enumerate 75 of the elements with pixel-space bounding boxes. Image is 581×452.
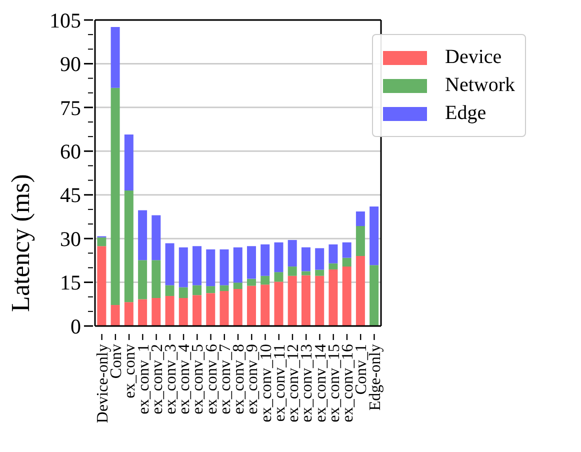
y-tick-label: 30 xyxy=(60,226,81,251)
bar xyxy=(328,269,338,326)
bar xyxy=(124,302,134,326)
bar xyxy=(260,284,270,326)
bar xyxy=(370,265,379,326)
bar xyxy=(178,298,188,326)
legend-label: Edge xyxy=(445,102,486,125)
bar xyxy=(206,249,216,286)
bar xyxy=(138,210,148,260)
bar xyxy=(124,134,134,190)
bar xyxy=(274,272,284,282)
bar xyxy=(315,270,324,276)
bar xyxy=(220,249,229,286)
bar xyxy=(192,285,202,296)
bar xyxy=(342,266,352,326)
bar xyxy=(165,243,174,286)
bar xyxy=(152,298,161,326)
bar xyxy=(288,276,297,326)
bar xyxy=(233,288,242,326)
bar xyxy=(328,263,338,270)
bar xyxy=(192,295,202,326)
bar xyxy=(246,278,256,286)
x-tick-label: Edge-only xyxy=(366,344,384,411)
bar xyxy=(220,291,229,326)
y-tick-label: 15 xyxy=(60,270,81,295)
bar xyxy=(246,286,256,326)
bar xyxy=(97,237,106,246)
bar xyxy=(178,287,188,298)
bar xyxy=(138,299,148,326)
bar xyxy=(97,246,106,326)
bar xyxy=(233,247,242,283)
bar xyxy=(152,260,161,298)
bar xyxy=(288,266,297,276)
bar xyxy=(192,246,202,286)
bar xyxy=(328,244,338,264)
bar xyxy=(370,206,379,266)
y-tick-label: 90 xyxy=(60,52,81,76)
bar xyxy=(178,247,188,288)
bar xyxy=(124,190,134,302)
x-tick-label: ex_conv_16 xyxy=(340,344,357,422)
y-tick-label: 60 xyxy=(60,139,81,164)
bar xyxy=(206,286,216,294)
bar xyxy=(138,260,148,300)
bar xyxy=(315,248,324,270)
bar xyxy=(260,276,270,285)
bar xyxy=(315,276,324,326)
legend-label: Device xyxy=(445,46,502,69)
bar xyxy=(260,244,270,276)
bar xyxy=(301,275,310,326)
bar xyxy=(165,285,174,296)
bar xyxy=(220,285,229,292)
bar xyxy=(110,88,120,306)
bar xyxy=(356,256,365,326)
y-tick-label: 75 xyxy=(60,96,81,120)
bar xyxy=(356,226,365,256)
bar xyxy=(288,240,297,267)
bar xyxy=(342,258,352,267)
bar xyxy=(152,215,161,260)
bar xyxy=(233,282,242,289)
bar xyxy=(356,211,365,226)
bar xyxy=(110,26,120,88)
bar xyxy=(301,247,310,272)
bar xyxy=(301,271,310,276)
y-tick-label: 45 xyxy=(60,183,81,208)
bar xyxy=(246,246,256,279)
bar xyxy=(274,242,284,272)
y-tick-label: 105 xyxy=(50,8,81,32)
bar xyxy=(342,242,352,258)
bar xyxy=(206,293,216,326)
bar xyxy=(274,282,284,326)
legend-label: Network xyxy=(445,74,515,97)
bar xyxy=(110,305,120,326)
y-tick-label: 0 xyxy=(70,314,81,338)
bar xyxy=(165,296,174,326)
y-axis-title: Latency (ms) xyxy=(6,174,36,312)
